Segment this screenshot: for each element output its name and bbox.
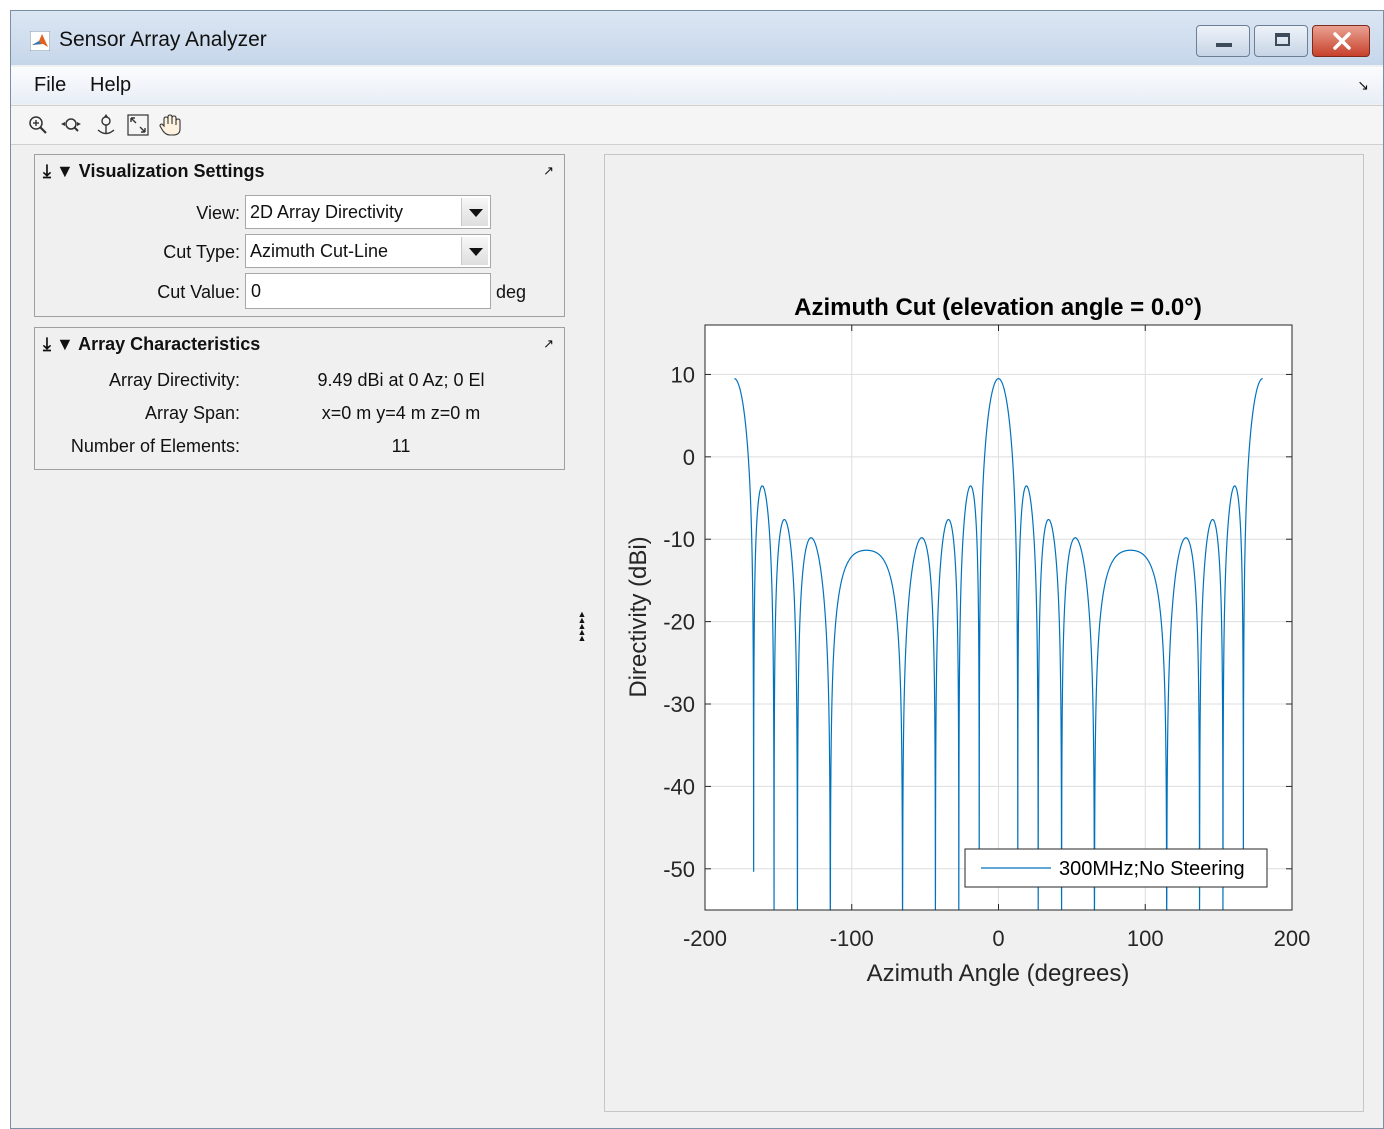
- y-axis-label: Directivity (dBi): [625, 536, 652, 697]
- x-tick-label: 200: [1274, 926, 1311, 951]
- panel-header[interactable]: ⤓ ▼ Visualization Settings: [43, 161, 265, 182]
- matlab-logo-icon: [30, 31, 50, 51]
- array-directivity-value: 9.49 dBi at 0 Az; 0 El: [317, 370, 485, 390]
- array-directivity-label: Array Directivity:: [108, 370, 240, 390]
- legend[interactable]: 300MHz;No Steering: [964, 848, 1268, 888]
- collapse-icon[interactable]: ⤓ ▼: [43, 334, 79, 354]
- close-button[interactable]: [1312, 25, 1370, 57]
- cut-value-field[interactable]: [245, 273, 491, 309]
- y-tick-label: -20: [663, 610, 695, 635]
- y-tick-label: 0: [683, 445, 695, 470]
- y-tick-label: -30: [663, 692, 695, 717]
- y-tick-label: -10: [663, 527, 695, 552]
- y-tick-label: 10: [671, 362, 695, 387]
- array-span-value: x=0 m y=4 m z=0 m: [321, 403, 481, 423]
- number-of-elements-value: 11: [391, 436, 411, 456]
- app-window: Sensor Array Analyzer File Help ↘: [10, 10, 1384, 1129]
- legend-entry: 300MHz;No Steering: [1059, 858, 1245, 880]
- x-tick-label: -200: [683, 926, 727, 951]
- maximize-button[interactable]: [1254, 25, 1308, 57]
- cut-value-unit: deg: [496, 282, 527, 302]
- menu-bar: File Help ↘: [11, 67, 1383, 104]
- chart-title: Azimuth Cut (elevation angle = 0.0°): [794, 294, 1202, 321]
- cut-type-dropdown[interactable]: Azimuth Cut-Line: [245, 234, 491, 268]
- y-tick-label: -50: [663, 857, 695, 882]
- cut-type-label: Cut Type:: [163, 242, 240, 262]
- plot-area: -200 -100 0 100 200 10 0 -10 -20 -30 -40 -50 Azimut…: [604, 154, 1364, 1112]
- plot-axes-frame: [704, 324, 1293, 911]
- undock-icon[interactable]: ↗: [543, 336, 554, 351]
- undock-icon[interactable]: ↗: [543, 163, 554, 178]
- zoom-out-icon[interactable]: [59, 113, 83, 137]
- array-characteristics-panel: ⤓ ▼ Array Characteristics ↗ Array Direct…: [34, 327, 565, 470]
- x-tick-label: 100: [1127, 926, 1164, 951]
- series-line-300mhz: [734, 378, 1263, 911]
- rotate-icon[interactable]: [94, 113, 118, 137]
- window-title: Sensor Array Analyzer: [59, 28, 267, 51]
- visualization-settings-panel: ⤓ ▼ Visualization Settings ↗ View: 2D Ar…: [34, 154, 565, 317]
- cut-value-label: Cut Value:: [157, 282, 240, 302]
- array-span-label: Array Span:: [144, 403, 240, 423]
- y-tick-label: -40: [663, 774, 695, 799]
- panel-header[interactable]: ⤓ ▼ Array Characteristics: [43, 334, 260, 355]
- menu-help[interactable]: Help: [90, 74, 132, 96]
- view-label: View:: [196, 203, 240, 223]
- close-icon: [1333, 32, 1351, 50]
- toolbar: [11, 105, 1383, 145]
- dock-arrow-icon[interactable]: ↘: [1357, 77, 1369, 93]
- fit-to-window-icon[interactable]: [126, 113, 150, 137]
- x-tick-label: -100: [830, 926, 874, 951]
- x-axis-label: Azimuth Angle (degrees): [867, 960, 1130, 987]
- title-bar[interactable]: Sensor Array Analyzer: [11, 11, 1383, 65]
- array-characteristics-title: Array Characteristics: [78, 334, 261, 354]
- minimize-icon: [1216, 43, 1232, 47]
- view-dropdown-value: 2D Array Directivity: [250, 202, 404, 222]
- panel-splitter-handle[interactable]: ▲ ▲ ▲ ▲ ▲: [577, 609, 587, 643]
- menu-file[interactable]: File: [34, 74, 67, 96]
- x-tick-label: 0: [992, 926, 1004, 951]
- minimize-button[interactable]: [1196, 25, 1250, 57]
- cut-value-input[interactable]: [249, 280, 483, 303]
- maximize-icon: [1275, 33, 1290, 46]
- chevron-down-icon[interactable]: [461, 237, 488, 265]
- cut-type-dropdown-value: Azimuth Cut-Line: [250, 241, 389, 261]
- collapse-icon[interactable]: ⤓ ▼: [43, 161, 79, 181]
- zoom-in-icon[interactable]: [26, 113, 50, 137]
- pan-hand-icon[interactable]: [158, 113, 182, 137]
- number-of-elements-label: Number of Elements:: [70, 436, 240, 456]
- visualization-settings-title: Visualization Settings: [78, 161, 265, 181]
- view-dropdown[interactable]: 2D Array Directivity: [245, 195, 491, 229]
- chevron-down-icon[interactable]: [461, 198, 488, 226]
